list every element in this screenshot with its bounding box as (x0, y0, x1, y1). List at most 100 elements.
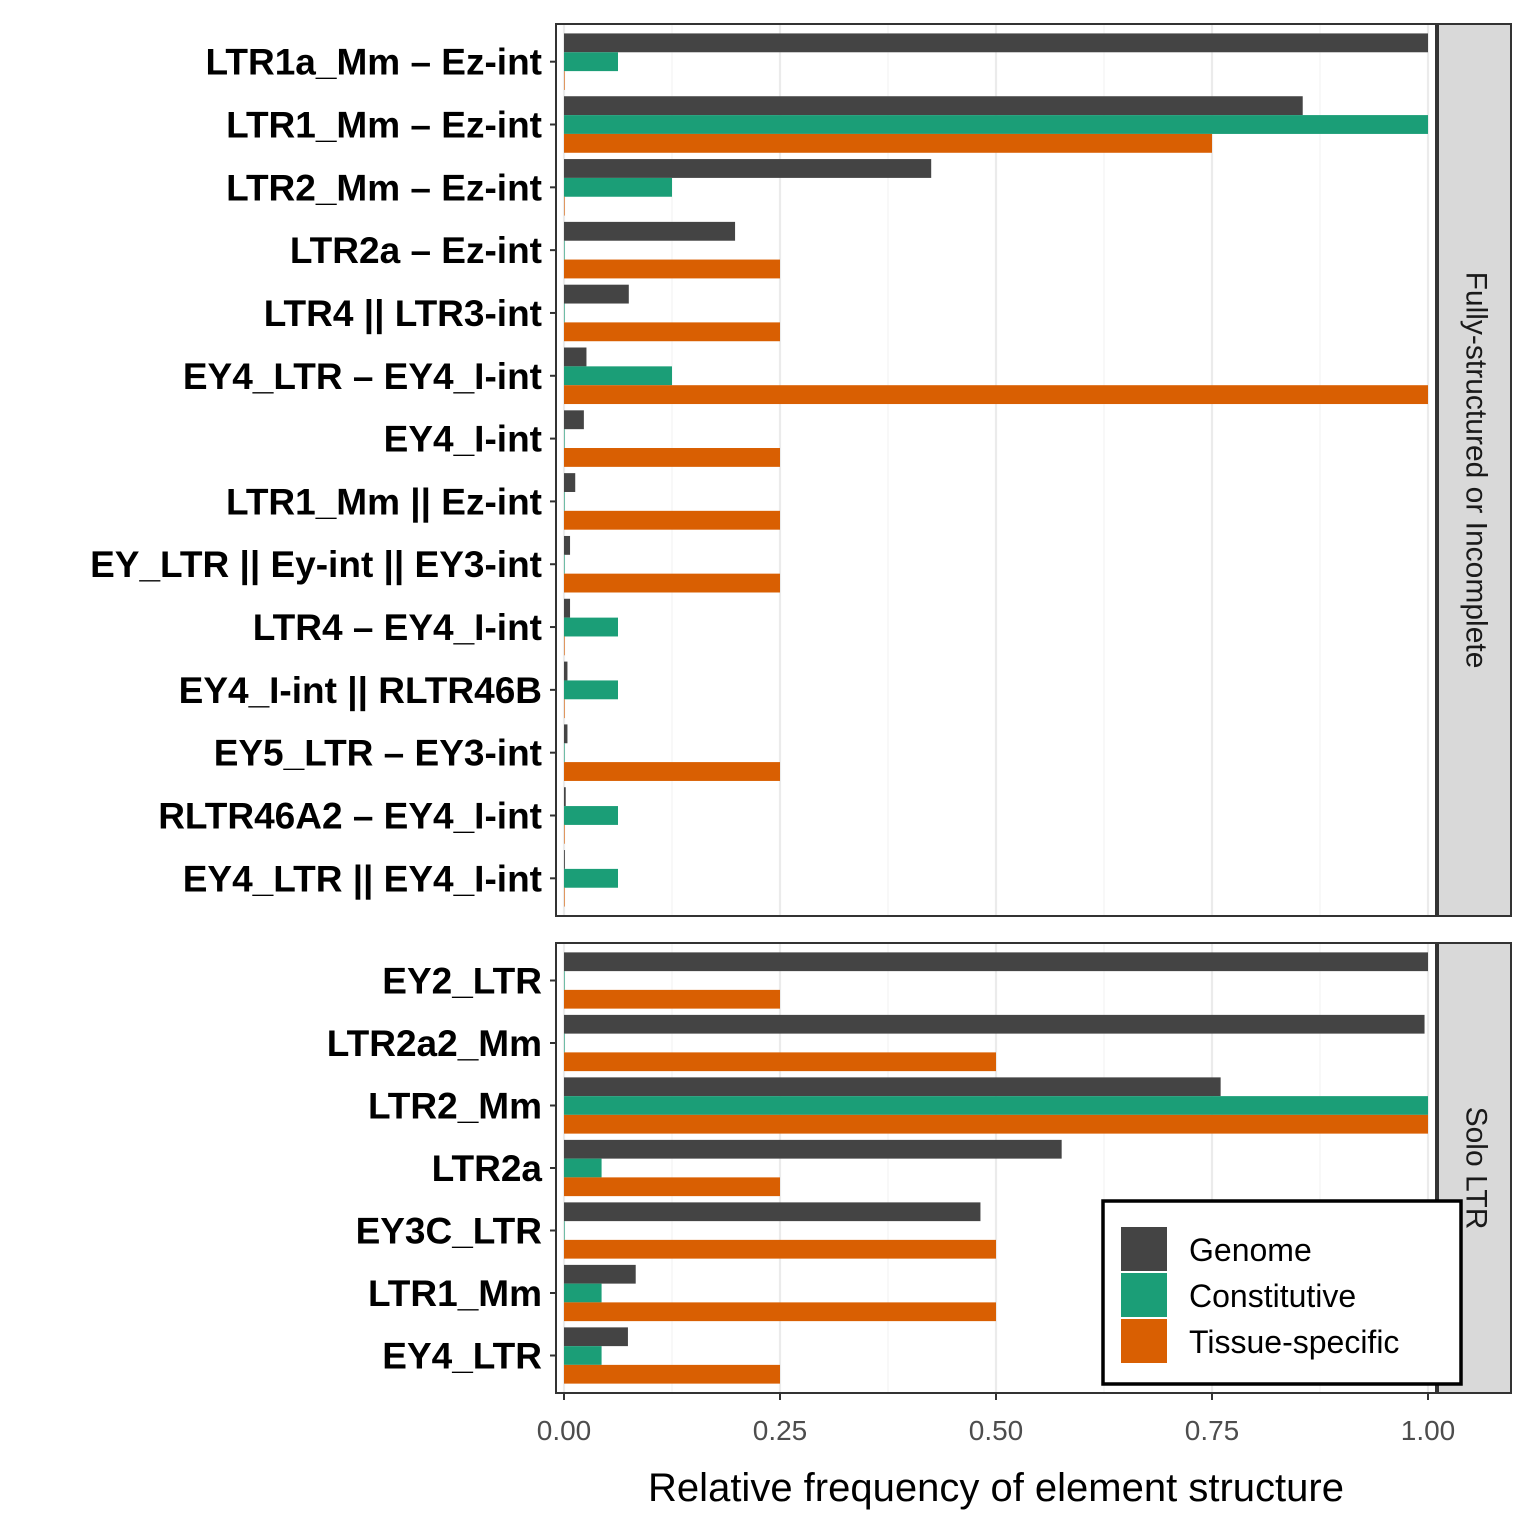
facet-strip-label: Solo LTR (1460, 1107, 1493, 1230)
bar-constitutive (564, 1033, 565, 1053)
x-tick-label: 0.00 (537, 1415, 592, 1446)
bar-genome (564, 1264, 636, 1284)
bar-constitutive (564, 1346, 602, 1365)
category-label: EY4_I-int || RLTR46B (179, 670, 542, 712)
category-label: LTR2_Mm – Ez-int (226, 167, 542, 208)
bar-genome (564, 410, 584, 430)
bar-genome (564, 284, 629, 304)
bar-genome (564, 1014, 1425, 1034)
bar-genome (564, 33, 1428, 53)
bar-tissue-specific (564, 1114, 1428, 1134)
bar-constitutive (564, 1096, 1428, 1115)
bar-genome (564, 952, 1428, 972)
bar-constitutive (564, 115, 1428, 134)
bar-tissue-specific (564, 1052, 996, 1072)
bar-tissue-specific (564, 1364, 780, 1384)
bar-genome (564, 221, 736, 241)
bar-genome (564, 347, 587, 367)
bar-tissue-specific (564, 133, 1212, 153)
category-label: LTR2a – Ez-int (290, 230, 542, 271)
category-label: EY5_LTR – EY3-int (214, 733, 542, 774)
category-label: RLTR46A2 – EY4_I-int (158, 795, 542, 836)
category-label: LTR1_Mm – Ez-int (226, 105, 542, 146)
legend-label: Constitutive (1189, 1278, 1356, 1314)
facet-strip (1437, 23, 1512, 917)
bar-tissue-specific (564, 636, 565, 656)
bar-genome (564, 1327, 628, 1347)
category-label: LTR4 – EY4_I-int (253, 607, 542, 648)
bar-constitutive (564, 1158, 602, 1178)
bar-constitutive (564, 1283, 602, 1303)
bar-tissue-specific (564, 1239, 996, 1259)
bar-tissue-specific (564, 322, 780, 342)
facet-strip-label: Fully-structured or Incomplete (1460, 272, 1493, 669)
bar-constitutive (564, 617, 618, 637)
legend-key-genome (1121, 1227, 1167, 1271)
bar-tissue-specific (564, 699, 565, 719)
bar-constitutive (564, 743, 565, 763)
legend-key-tissue-specific (1121, 1319, 1167, 1363)
bar-genome (564, 473, 576, 492)
bar-tissue-specific (564, 510, 780, 530)
bar-tissue-specific (564, 1302, 996, 1322)
category-label: LTR1_Mm || Ez-int (226, 481, 542, 523)
bar-genome (564, 535, 571, 555)
bar-tissue-specific (564, 824, 565, 844)
bar-genome (564, 1139, 1062, 1159)
bar-tissue-specific (564, 259, 780, 279)
bar-tissue-specific (564, 196, 565, 216)
x-tick-label: 0.75 (1185, 1415, 1240, 1446)
bar-constitutive (564, 680, 618, 700)
bar-genome (564, 96, 1303, 116)
bar-constitutive (564, 240, 565, 260)
x-tick-label: 1.00 (1401, 1415, 1456, 1446)
category-label: LTR2_Mm (368, 1086, 542, 1127)
bar-tissue-specific (564, 1177, 780, 1197)
bar-constitutive (564, 554, 565, 574)
bar-constitutive (564, 868, 618, 888)
category-label: EY2_LTR (382, 961, 542, 1002)
x-tick-label: 0.25 (753, 1415, 808, 1446)
category-label: LTR1a_Mm – Ez-int (206, 42, 542, 83)
bar-tissue-specific (564, 71, 565, 90)
legend-label: Tissue-specific (1189, 1324, 1399, 1360)
bar-tissue-specific (564, 385, 1428, 405)
x-axis-title: Relative frequency of element structure (648, 1466, 1344, 1510)
bar-constitutive (564, 429, 565, 449)
category-label: EY_LTR || Ey-int || EY3-int (90, 544, 542, 586)
category-label: EY4_LTR (382, 1336, 542, 1377)
bar-tissue-specific (564, 448, 780, 467)
bar-tissue-specific (564, 989, 780, 1009)
category-label: LTR1_Mm (368, 1273, 542, 1314)
bar-genome (564, 850, 565, 869)
category-label: LTR4 || LTR3-int (264, 293, 542, 335)
bar-genome (564, 724, 568, 744)
bar-tissue-specific (564, 762, 780, 781)
x-tick-label: 0.50 (969, 1415, 1024, 1446)
category-label: EY3C_LTR (356, 1211, 542, 1252)
legend-key-constitutive (1121, 1273, 1167, 1317)
bar-constitutive (564, 177, 672, 197)
category-label: EY4_LTR – EY4_I-int (183, 356, 542, 397)
bar-constitutive (564, 806, 618, 825)
bar-constitutive (564, 1221, 565, 1240)
bar-constitutive (564, 52, 618, 72)
bar-constitutive (564, 491, 565, 511)
category-label: LTR2a2_Mm (327, 1023, 542, 1064)
category-label: LTR2a (432, 1148, 543, 1189)
bar-constitutive (564, 366, 672, 386)
bar-constitutive (564, 303, 565, 323)
bar-genome (564, 598, 571, 618)
legend-label: Genome (1189, 1232, 1312, 1268)
bar-genome (564, 661, 568, 681)
bar-tissue-specific (564, 573, 780, 593)
category-label: EY4_LTR || EY4_I-int (183, 858, 542, 900)
bar-genome (564, 1077, 1221, 1097)
bar-genome (564, 1202, 981, 1222)
bar-genome (564, 159, 932, 178)
bar-constitutive (564, 971, 565, 990)
category-label: EY4_I-int (384, 419, 542, 460)
bar-tissue-specific (564, 887, 565, 907)
bar-genome (564, 787, 566, 807)
